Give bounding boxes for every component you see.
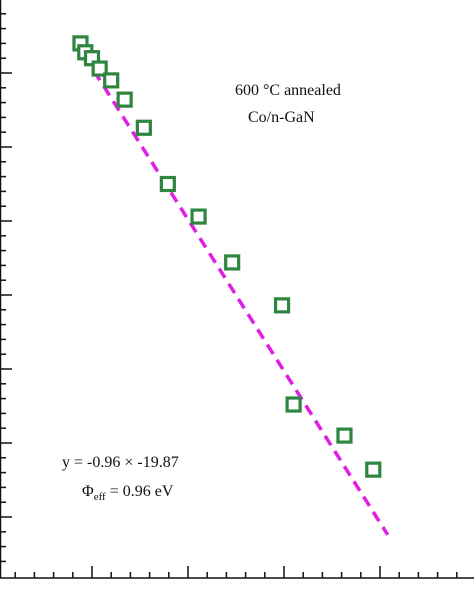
fit-equation: y = -0.96 × -19.87 bbox=[62, 454, 179, 471]
fit-line bbox=[73, 39, 390, 536]
data-point bbox=[285, 396, 302, 413]
data-point bbox=[190, 208, 207, 225]
condition-label: 600 °C annealed bbox=[235, 82, 341, 99]
barrier-value: = 0.96 eV bbox=[106, 483, 174, 500]
barrier-height: Φeff = 0.96 eV bbox=[82, 483, 174, 503]
data-point bbox=[336, 427, 353, 444]
data-point bbox=[103, 72, 120, 89]
barrier-subscript: eff bbox=[94, 491, 106, 503]
data-point bbox=[224, 254, 241, 271]
barrier-symbol: Φ bbox=[82, 483, 94, 500]
sample-label: Co/n-GaN bbox=[248, 109, 315, 126]
data-point bbox=[116, 91, 133, 108]
data-point bbox=[273, 297, 291, 314]
data-point bbox=[365, 461, 382, 478]
data-point bbox=[91, 60, 108, 77]
data-point bbox=[135, 119, 152, 136]
data-point bbox=[159, 175, 176, 193]
